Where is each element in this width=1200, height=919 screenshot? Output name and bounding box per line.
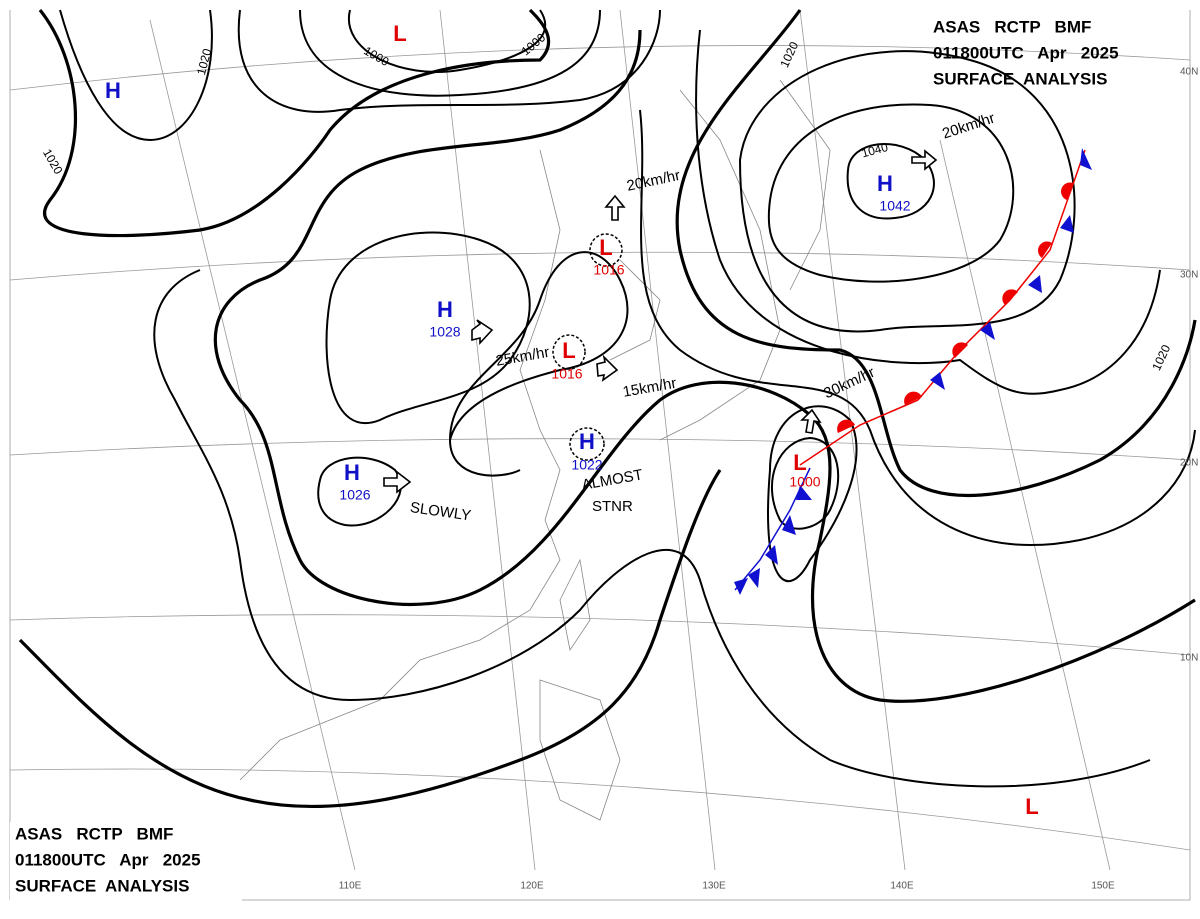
coastline <box>609 259 661 361</box>
isobar <box>347 9 547 73</box>
isobar <box>59 9 213 142</box>
motion-arrow <box>596 354 619 382</box>
latitude-line <box>9 768 1191 851</box>
longitude-label: 130E <box>702 881 726 892</box>
longitude-line <box>799 9 906 871</box>
isobar <box>675 9 1197 498</box>
isobar <box>237 9 661 113</box>
isobars <box>18 8 1197 809</box>
center-pressure: 1022 <box>571 457 602 473</box>
isobar <box>767 405 858 583</box>
center-pressure: 1016 <box>551 366 582 382</box>
longitude-label: 120E <box>520 881 544 892</box>
center-pressure: 1016 <box>593 262 624 278</box>
isobar <box>448 251 629 477</box>
motion-arrow <box>800 408 822 434</box>
longitude-line <box>439 9 536 871</box>
center-pressure: 1042 <box>879 198 910 214</box>
center-type: H <box>344 460 360 485</box>
latitude-label: 20N <box>1180 458 1198 469</box>
isobar <box>695 29 1161 395</box>
latitude-label: 30N <box>1180 270 1198 281</box>
longitude-line <box>149 19 356 871</box>
isobar <box>299 9 601 97</box>
latitude-line <box>9 614 1191 656</box>
longitude-label: 140E <box>890 881 914 892</box>
isobar-label: 1040 <box>860 140 890 161</box>
cold-symbols <box>734 485 812 595</box>
header-line: ASAS RCTP BMF <box>15 824 173 843</box>
center-ring <box>569 427 605 461</box>
latitude-line <box>9 251 1191 281</box>
center-ring <box>589 233 623 267</box>
isobar <box>639 109 1196 547</box>
center-pressure: 1000 <box>789 474 820 490</box>
coastline <box>659 89 781 441</box>
header-box <box>10 822 242 902</box>
center-type: L <box>562 338 575 363</box>
coastline <box>539 679 621 821</box>
isobar-label: 1020 <box>194 47 215 77</box>
header-line: SURFACE ANALYSIS <box>15 876 189 895</box>
latitude-label: 40N <box>1180 67 1198 78</box>
motion-arrow <box>604 194 626 221</box>
center-type: H <box>105 78 121 103</box>
center-type: L <box>393 21 406 46</box>
geo-labels: 40N 30N 20N 10N 110E 120E 130E 140E 150E <box>339 67 1199 892</box>
isobar <box>770 436 840 530</box>
header-line: 011800UTC Apr 2025 <box>15 850 201 869</box>
motion-arrow <box>471 319 494 346</box>
motion-arrows <box>383 149 938 494</box>
coastline <box>559 558 591 652</box>
center-type: L <box>1025 794 1038 819</box>
pressure-centers: H 1042 L 1016 H 1028 L 1016 H 1022 H 102… <box>105 21 1039 819</box>
fronts <box>734 148 1092 595</box>
center-type: H <box>579 429 595 454</box>
center-type: H <box>877 171 893 196</box>
latitude-line <box>9 45 1191 91</box>
isobar <box>213 29 1196 703</box>
isobar <box>317 456 402 527</box>
latitude-line <box>9 438 1191 461</box>
isobar <box>38 8 551 238</box>
isobar <box>846 143 935 220</box>
isobar <box>18 469 722 809</box>
longitude-line <box>939 139 1111 871</box>
center-pressure: 1026 <box>339 487 370 503</box>
latitude-label: 10N <box>1180 653 1198 664</box>
warm-front <box>799 399 919 466</box>
header-bottom: ASAS RCTP BMF 011800UTC Apr 2025 SURFACE… <box>10 822 242 902</box>
longitude-label: 110E <box>339 881 362 892</box>
isobar <box>738 50 1076 333</box>
motion-arrow <box>383 470 412 494</box>
longitude-line <box>619 9 716 871</box>
coastline <box>779 79 831 291</box>
center-ring <box>552 334 586 370</box>
motion-arrow <box>911 149 938 171</box>
header-line: 011800UTC Apr 2025 <box>933 43 1119 62</box>
header-line: ASAS RCTP BMF <box>933 17 1091 36</box>
isobar <box>767 103 1015 283</box>
isobar <box>153 269 1151 788</box>
coastline <box>239 149 561 781</box>
longitude-label: 150E <box>1091 881 1115 892</box>
center-type: H <box>437 297 453 322</box>
center-pressure: 1028 <box>429 324 460 340</box>
center-type: L <box>793 450 806 475</box>
center-type: L <box>599 235 612 260</box>
motion-label: STNR <box>592 498 633 515</box>
coastlines <box>239 79 831 821</box>
isobar <box>325 231 531 424</box>
header-line: SURFACE ANALYSIS <box>933 69 1107 88</box>
header-top: ASAS RCTP BMF 011800UTC Apr 2025 SURFACE… <box>933 17 1119 88</box>
